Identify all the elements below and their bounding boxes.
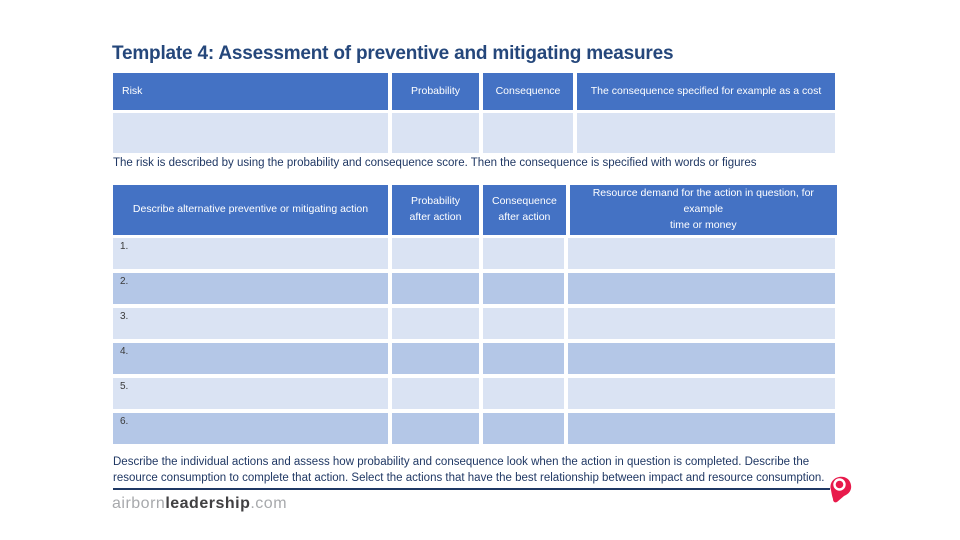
action-number-cell: 6.	[113, 413, 388, 444]
probability-cell	[392, 113, 479, 153]
resource-demand-cell	[568, 378, 835, 409]
consequence-after-action-header-cell: Consequence after action	[483, 185, 566, 235]
actions-table-row: 3.	[113, 308, 835, 339]
consequence-after-cell	[483, 413, 564, 444]
slide-title: Template 4: Assessment of preventive and…	[112, 43, 674, 64]
resource-demand-cell	[568, 343, 835, 374]
consequence-after-cell	[483, 343, 564, 374]
consequence-after-cell	[483, 378, 564, 409]
probability-after-cell	[392, 238, 479, 269]
risk-table-row	[113, 113, 835, 153]
probability-after-cell	[392, 343, 479, 374]
consequence-header-cell: Consequence	[483, 73, 573, 110]
probability-header-cell: Probability	[392, 73, 479, 110]
consequence-after-cell	[483, 308, 564, 339]
probability-after-cell	[392, 413, 479, 444]
probability-after-cell	[392, 308, 479, 339]
cost-cell	[577, 113, 835, 153]
action-number-cell: 4.	[113, 343, 388, 374]
resource-demand-cell	[568, 273, 835, 304]
consequence-after-cell	[483, 273, 564, 304]
actions-table-header-row: Describe alternative preventive or mitig…	[113, 185, 837, 235]
action-number-cell: 3.	[113, 308, 388, 339]
resource-demand-cell	[568, 308, 835, 339]
resource-demand-header-cell: Resource demand for the action in questi…	[569, 185, 837, 235]
airborn-swirl-icon	[828, 474, 856, 509]
footer-divider-line	[113, 488, 830, 490]
note-bottom: Describe the individual actions and asse…	[113, 456, 825, 484]
risk-table-header-row: Risk Probability Consequence The consequ…	[113, 73, 835, 110]
actions-table-row: 5.	[113, 378, 835, 409]
probability-after-cell	[392, 273, 479, 304]
consequence-after-cell	[483, 238, 564, 269]
risk-table: Risk Probability Consequence The consequ…	[113, 73, 835, 153]
probability-after-cell	[392, 378, 479, 409]
actions-table-row: 4.	[113, 343, 835, 374]
logo-main: leadership	[165, 495, 251, 512]
action-number-cell: 2.	[113, 273, 388, 304]
cost-header-cell: The consequence specified for example as…	[577, 73, 835, 110]
airbornleadership-logo: airbornleadership.com	[112, 495, 287, 513]
note-between-tables: The risk is described by using the proba…	[113, 157, 757, 169]
logo-suffix: .com	[250, 495, 288, 512]
actions-table-row: 1.	[113, 238, 835, 269]
actions-table-row: 6.	[113, 413, 835, 444]
action-description-header-cell: Describe alternative preventive or mitig…	[113, 185, 388, 235]
consequence-cell	[483, 113, 573, 153]
logo-prefix: airborn	[112, 495, 166, 512]
probability-after-action-header-cell: Probability after action	[392, 185, 479, 235]
actions-table-row: 2.	[113, 273, 835, 304]
action-number-cell: 1.	[113, 238, 388, 269]
risk-header-cell: Risk	[113, 73, 388, 110]
resource-demand-cell	[568, 238, 835, 269]
risk-cell	[113, 113, 388, 153]
resource-demand-cell	[568, 413, 835, 444]
actions-table: Describe alternative preventive or mitig…	[113, 185, 837, 448]
action-number-cell: 5.	[113, 378, 388, 409]
